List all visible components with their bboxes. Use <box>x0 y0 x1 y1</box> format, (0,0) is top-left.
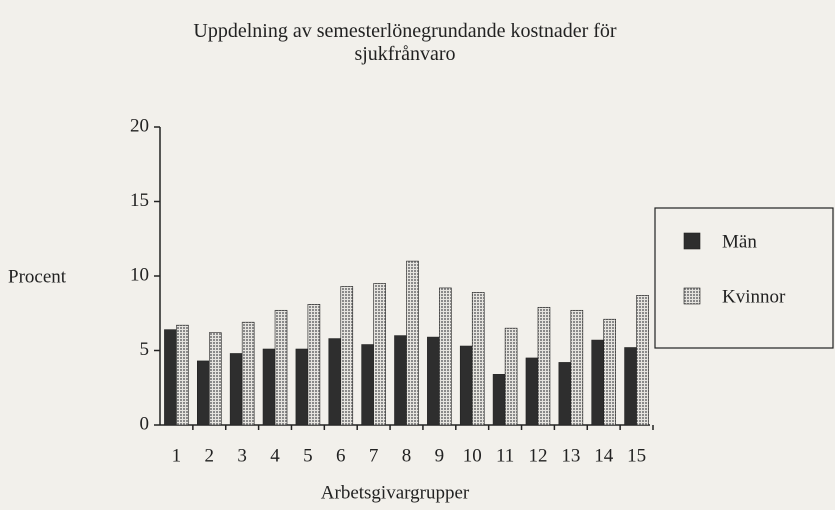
x-tick-label: 9 <box>435 445 445 466</box>
x-tick-label: 1 <box>172 445 182 466</box>
bar <box>427 336 440 426</box>
bar <box>459 345 473 426</box>
bar <box>492 374 506 426</box>
legend-label: Män <box>722 231 757 252</box>
y-tick-label: 20 <box>130 115 149 136</box>
bar <box>340 286 354 426</box>
chart-title: Uppdelning av semesterlönegrundande kost… <box>193 20 617 65</box>
x-tick-label: 7 <box>369 445 379 466</box>
legend-box <box>654 207 834 349</box>
y-tick-label: 0 <box>140 413 150 434</box>
bar <box>209 332 222 426</box>
bar <box>241 321 255 426</box>
bar <box>537 306 551 426</box>
legend-swatch <box>683 287 701 305</box>
legend-swatch <box>683 232 701 250</box>
bar <box>295 348 309 426</box>
bar <box>439 287 452 426</box>
bar <box>471 292 485 426</box>
bar <box>274 309 288 426</box>
bar <box>328 338 342 426</box>
y-tick-label: 15 <box>130 190 149 211</box>
bar <box>636 295 649 426</box>
bar <box>197 360 210 426</box>
x-tick-label: 8 <box>402 445 412 466</box>
x-tick-label: 10 <box>463 445 482 466</box>
bar <box>176 324 189 426</box>
x-axis-title: Arbetsgivargrupper <box>321 482 470 503</box>
x-tick-label: 11 <box>496 445 514 466</box>
legend-label: Kvinnor <box>722 286 786 307</box>
bar <box>229 353 243 426</box>
bar <box>373 283 386 426</box>
y-tick-label: 5 <box>140 339 150 360</box>
bar <box>603 318 617 426</box>
bar <box>591 339 605 426</box>
x-tick-label: 2 <box>205 445 215 466</box>
y-tick-label: 10 <box>130 264 149 285</box>
bar <box>406 260 419 426</box>
x-tick-label: 13 <box>561 445 580 466</box>
bar <box>525 357 539 426</box>
x-tick-label: 6 <box>336 445 346 466</box>
x-tick-label: 5 <box>303 445 313 466</box>
bar <box>262 348 276 426</box>
bar <box>307 304 321 426</box>
bar <box>624 347 637 426</box>
bar <box>570 309 584 426</box>
bar <box>504 327 518 426</box>
bar <box>558 362 572 426</box>
bar <box>361 344 374 426</box>
y-axis-title: Procent <box>8 266 67 287</box>
x-tick-label: 15 <box>627 445 646 466</box>
bar <box>394 335 407 426</box>
x-tick-label: 3 <box>237 445 247 466</box>
x-tick-label: 4 <box>270 445 280 466</box>
bar <box>164 329 177 426</box>
x-tick-label: 14 <box>594 445 614 466</box>
x-tick-label: 12 <box>528 445 547 466</box>
